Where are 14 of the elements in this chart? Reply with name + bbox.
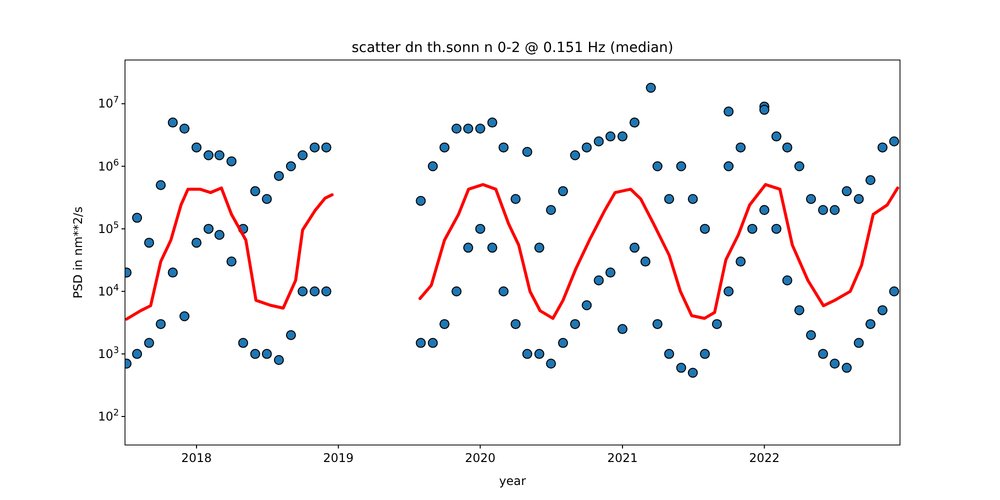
x-tick-label: 2019 <box>323 451 354 465</box>
y-tick-label: 10$^{4}$ <box>98 283 120 298</box>
x-tick-label: 2022 <box>749 451 780 465</box>
x-axis-title: year <box>499 474 526 488</box>
x-tick-label: 2020 <box>464 451 496 465</box>
x-tick-label: 2018 <box>181 451 212 465</box>
y-tick-label: 10$^{2}$ <box>98 408 119 424</box>
y-tick-label: 10$^{3}$ <box>98 346 119 361</box>
y-tick-label: 10$^{7}$ <box>98 96 119 111</box>
y-tick-label: 10$^{5}$ <box>98 220 119 236</box>
x-tick-label: 2021 <box>607 451 638 465</box>
y-axis-title: PSD in nm**2/s <box>71 206 85 298</box>
chart-title: scatter dn th.sonn n 0-2 @ 0.151 Hz (median) <box>352 40 674 56</box>
y-tick-label: 10$^{6}$ <box>98 158 120 174</box>
